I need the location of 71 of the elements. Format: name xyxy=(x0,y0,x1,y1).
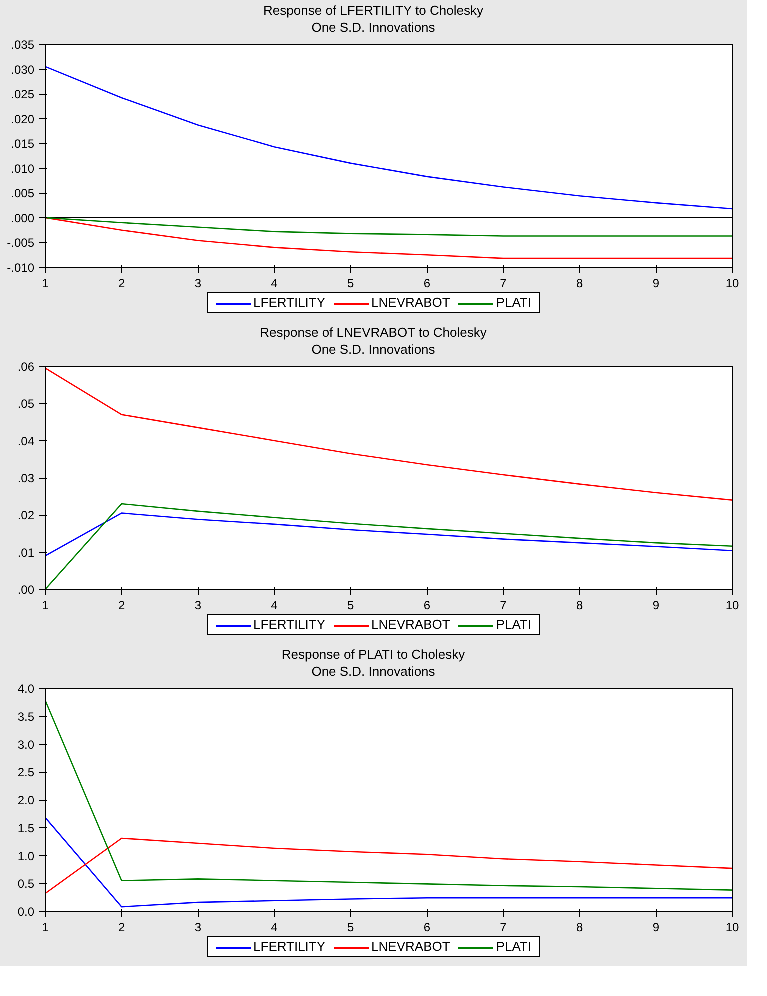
y-tick-label: .035 xyxy=(11,38,35,52)
y-tick-label: .000 xyxy=(11,211,35,226)
chart-subtitle: One S.D. Innovations xyxy=(312,20,436,35)
x-tick-label: 9 xyxy=(652,276,660,290)
x-tick-label: 3 xyxy=(194,920,202,934)
y-tick-label: 2.0 xyxy=(18,794,35,808)
y-tick-label: .02 xyxy=(18,508,35,523)
y-tick-label: .05 xyxy=(18,397,35,412)
x-tick-label: 4 xyxy=(271,598,278,612)
chart-title: Response of LNEVRABOT to Cholesky xyxy=(260,325,487,340)
y-tick-label: .015 xyxy=(11,137,35,152)
x-tick-label: 5 xyxy=(347,920,354,934)
x-tick-label: 5 xyxy=(347,598,354,612)
x-tick-label: 2 xyxy=(118,920,126,934)
y-tick-label: -.010 xyxy=(7,261,35,275)
x-tick-label: 8 xyxy=(576,598,584,612)
legend-label: PLATI xyxy=(496,617,532,632)
y-tick-label: .005 xyxy=(11,186,35,201)
y-tick-label: .00 xyxy=(18,583,35,597)
y-tick-label: -.005 xyxy=(7,236,35,250)
chart-subtitle: One S.D. Innovations xyxy=(312,342,436,357)
x-tick-label: 3 xyxy=(194,276,202,290)
x-tick-label: 2 xyxy=(118,598,126,612)
y-tick-label: 4.0 xyxy=(18,682,35,696)
y-tick-label: .030 xyxy=(11,62,35,77)
x-tick-label: 5 xyxy=(347,276,354,290)
x-tick-label: 6 xyxy=(424,276,431,290)
y-tick-label: 2.5 xyxy=(18,766,35,780)
y-tick-label: 0.5 xyxy=(18,877,35,892)
y-tick-label: .020 xyxy=(11,112,35,126)
x-tick-label: 8 xyxy=(576,920,584,934)
x-tick-label: 1 xyxy=(42,276,50,290)
x-tick-label: 10 xyxy=(726,920,740,934)
x-tick-label: 7 xyxy=(500,276,508,290)
legend-label: LNEVRABOT xyxy=(372,939,450,954)
legend-label: LNEVRABOT xyxy=(372,295,450,310)
x-tick-label: 6 xyxy=(424,598,431,612)
y-tick-label: 1.5 xyxy=(18,821,35,836)
x-tick-label: 10 xyxy=(726,276,740,290)
x-tick-label: 9 xyxy=(652,598,660,612)
y-tick-label: .01 xyxy=(18,546,35,560)
legend-label: PLATI xyxy=(496,939,532,954)
x-tick-label: 1 xyxy=(42,598,50,612)
x-tick-label: 2 xyxy=(118,276,126,290)
x-tick-label: 7 xyxy=(500,920,508,934)
y-tick-label: 1.0 xyxy=(18,849,35,864)
chart-subtitle: One S.D. Innovations xyxy=(312,664,436,679)
x-tick-label: 9 xyxy=(652,920,660,934)
y-tick-label: .06 xyxy=(18,360,35,374)
x-tick-label: 7 xyxy=(500,598,508,612)
chart-title: Response of LFERTILITY to Cholesky xyxy=(264,3,484,18)
x-tick-label: 8 xyxy=(576,276,584,290)
legend-label: PLATI xyxy=(496,295,532,310)
x-tick-label: 3 xyxy=(194,598,202,612)
legend-label: LFERTILITY xyxy=(254,295,326,310)
y-tick-label: 3.0 xyxy=(18,738,35,752)
x-tick-label: 1 xyxy=(42,920,50,934)
legend-label: LFERTILITY xyxy=(254,939,326,954)
x-tick-label: 4 xyxy=(271,920,278,934)
x-tick-label: 4 xyxy=(271,276,278,290)
legend-label: LFERTILITY xyxy=(254,617,326,632)
chart-title: Response of PLATI to Cholesky xyxy=(282,647,466,662)
y-tick-label: .03 xyxy=(18,472,35,486)
x-tick-label: 6 xyxy=(424,920,431,934)
y-tick-label: .025 xyxy=(11,88,35,102)
x-tick-label: 10 xyxy=(726,598,740,612)
y-tick-label: 3.5 xyxy=(18,710,35,724)
y-tick-label: .04 xyxy=(18,434,35,448)
y-tick-label: 0.0 xyxy=(18,905,35,919)
legend-label: LNEVRABOT xyxy=(372,617,450,632)
y-tick-label: .010 xyxy=(11,162,35,176)
